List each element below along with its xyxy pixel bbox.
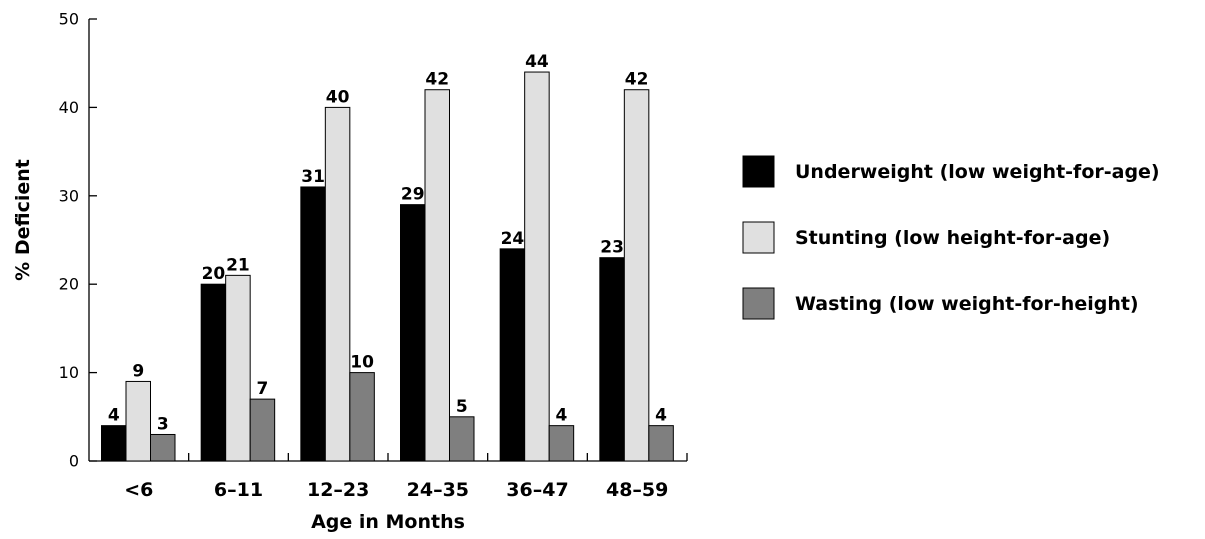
bar [424,89,450,462]
data-label: 29 [401,185,425,205]
data-label: 5 [456,397,468,417]
legend-swatch [742,287,775,320]
x-axis-title: Age in Months [311,511,465,533]
y-axis-title: % Deficient [12,159,34,281]
data-label: 24 [501,229,525,249]
bar [324,106,351,462]
data-label: 23 [600,238,624,258]
axes: 0 10 20 30 40 50 <6 6–11 12–23 24–35 36–47 48–59 [59,10,688,501]
legend-label: Stunting (low height-for-age) [795,227,1110,249]
x-tick-label: 6–11 [214,479,263,501]
bar [150,433,176,462]
data-label: 10 [350,353,374,373]
data-label: 4 [108,406,120,426]
data-label: 7 [256,379,268,399]
bar [249,398,276,462]
bar [449,416,475,462]
x-tick-label: 36–47 [506,479,568,501]
y-tick-label: 0 [69,452,79,471]
y-tick-label: 30 [59,186,79,205]
bar [125,380,151,462]
legend-swatch [742,221,775,254]
data-label: 20 [202,264,226,284]
data-label: 42 [425,70,449,90]
data-label: 21 [226,255,250,275]
legend-label: Wasting (low weight-for-height) [795,293,1139,315]
y-tick-label: 40 [59,98,79,117]
legend: Underweight (low weight-for-age) Stunting… [742,155,1160,320]
x-tick-label: 12–23 [307,479,369,501]
legend-swatch [742,155,775,188]
y-tick-label: 20 [59,275,79,294]
bar [349,372,375,462]
data-label: 3 [157,414,169,434]
data-label: 4 [655,406,667,426]
bar [300,186,326,462]
data-label: 4 [555,406,567,426]
bar [200,283,227,462]
data-label: 9 [132,361,144,381]
bar [548,425,575,462]
bar [101,425,127,462]
data-label: 31 [301,167,325,187]
x-tick-label: <6 [124,479,153,501]
y-tick-label: 50 [59,10,79,29]
x-tick-label: 24–35 [407,479,469,501]
x-tick-label: 48–59 [606,479,668,501]
bars [101,71,674,462]
data-label: 40 [326,87,350,107]
bar [225,274,251,462]
bar [623,89,650,462]
data-label: 44 [525,52,549,72]
bar [524,71,550,462]
legend-label: Underweight (low weight-for-age) [795,161,1160,183]
bar [400,204,426,462]
bar [599,257,625,462]
data-label: 42 [625,70,649,90]
bar [499,248,526,462]
y-tick-label: 10 [59,363,79,382]
bar [648,425,674,462]
